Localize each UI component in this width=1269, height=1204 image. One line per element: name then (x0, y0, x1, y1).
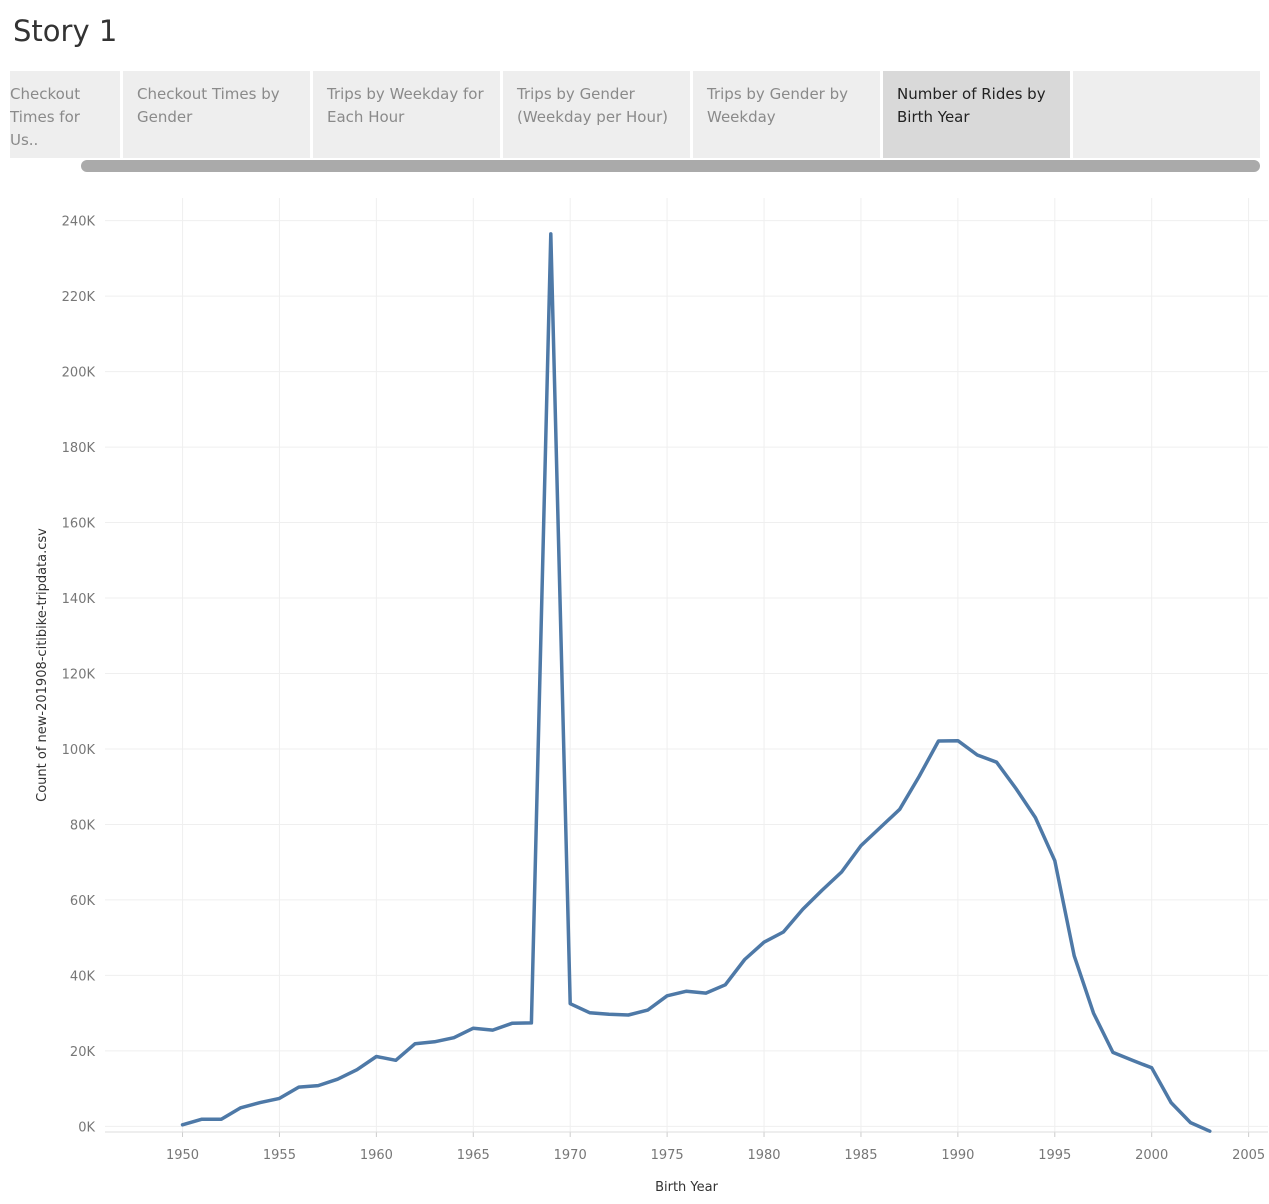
x-tick-label: 1980 (747, 1148, 780, 1163)
tab-trips-by-gender-by-weekday[interactable]: Trips by Gender by Weekday (693, 71, 883, 158)
y-tick-label: 240K (62, 215, 96, 230)
y-tick-label: 140K (62, 592, 96, 607)
x-tick-label: 1960 (360, 1148, 393, 1163)
tab-trips-by-weekday-for-each-hour[interactable]: Trips by Weekday for Each Hour (313, 71, 503, 158)
story-title: Story 1 (13, 14, 118, 48)
x-tick-label: 1975 (651, 1148, 684, 1163)
x-tick-label: 1955 (263, 1148, 296, 1163)
story-tab-strip: Checkout Times for Us.. Checkout Times b… (10, 71, 1260, 158)
y-tick-label: 0K (78, 1120, 95, 1135)
y-tick-label: 60K (70, 894, 96, 909)
y-tick-label: 180K (62, 441, 96, 456)
x-axis-ticks: 1950 1955 1960 1965 1970 1975 1980 1985 1990 1995… (166, 1132, 1265, 1163)
x-tick-label: 1950 (166, 1148, 199, 1163)
y-tick-label: 100K (62, 743, 96, 758)
grid-lines (105, 198, 1268, 1132)
x-tick-label: 1995 (1038, 1148, 1071, 1163)
tab-number-of-rides-by-birth-year[interactable]: Number of Rides by Birth Year (883, 71, 1073, 158)
y-tick-label: 80K (70, 818, 96, 833)
y-tick-label: 120K (62, 667, 96, 682)
y-tick-label: 40K (70, 969, 96, 984)
y-axis-title: Count of new-201908-citibike-tripdata.cs… (35, 528, 50, 802)
x-tick-label: 1985 (844, 1148, 877, 1163)
y-tick-label: 200K (62, 366, 96, 381)
x-tick-label: 2005 (1232, 1148, 1265, 1163)
line-chart: 0K 20K 40K 60K 80K 100K 120K 140K 160K 180K 200K 22… (35, 198, 1268, 1195)
x-tick-label: 1965 (457, 1148, 490, 1163)
series-line-birth-year-count (180, 232, 1212, 1133)
x-tick-label: 1970 (554, 1148, 587, 1163)
tab-checkout-times-for-users[interactable]: Checkout Times for Us.. (10, 71, 123, 158)
x-axis-title: Birth Year (655, 1180, 719, 1195)
x-tick-label: 2000 (1135, 1148, 1168, 1163)
y-tick-label: 160K (62, 517, 96, 532)
tab-scrollbar[interactable] (81, 160, 1260, 172)
tab-checkout-times-by-gender[interactable]: Checkout Times by Gender (123, 71, 313, 158)
tab-strip-filler (1073, 71, 1260, 158)
y-tick-label: 220K (62, 290, 96, 305)
x-tick-label: 1990 (941, 1148, 974, 1163)
y-axis-ticks: 0K 20K 40K 60K 80K 100K 120K 140K 160K 180K 200K 22… (62, 215, 96, 1136)
y-tick-label: 20K (70, 1045, 96, 1060)
tab-trips-by-gender-weekday-per-hour[interactable]: Trips by Gender (Weekday per Hour) (503, 71, 693, 158)
